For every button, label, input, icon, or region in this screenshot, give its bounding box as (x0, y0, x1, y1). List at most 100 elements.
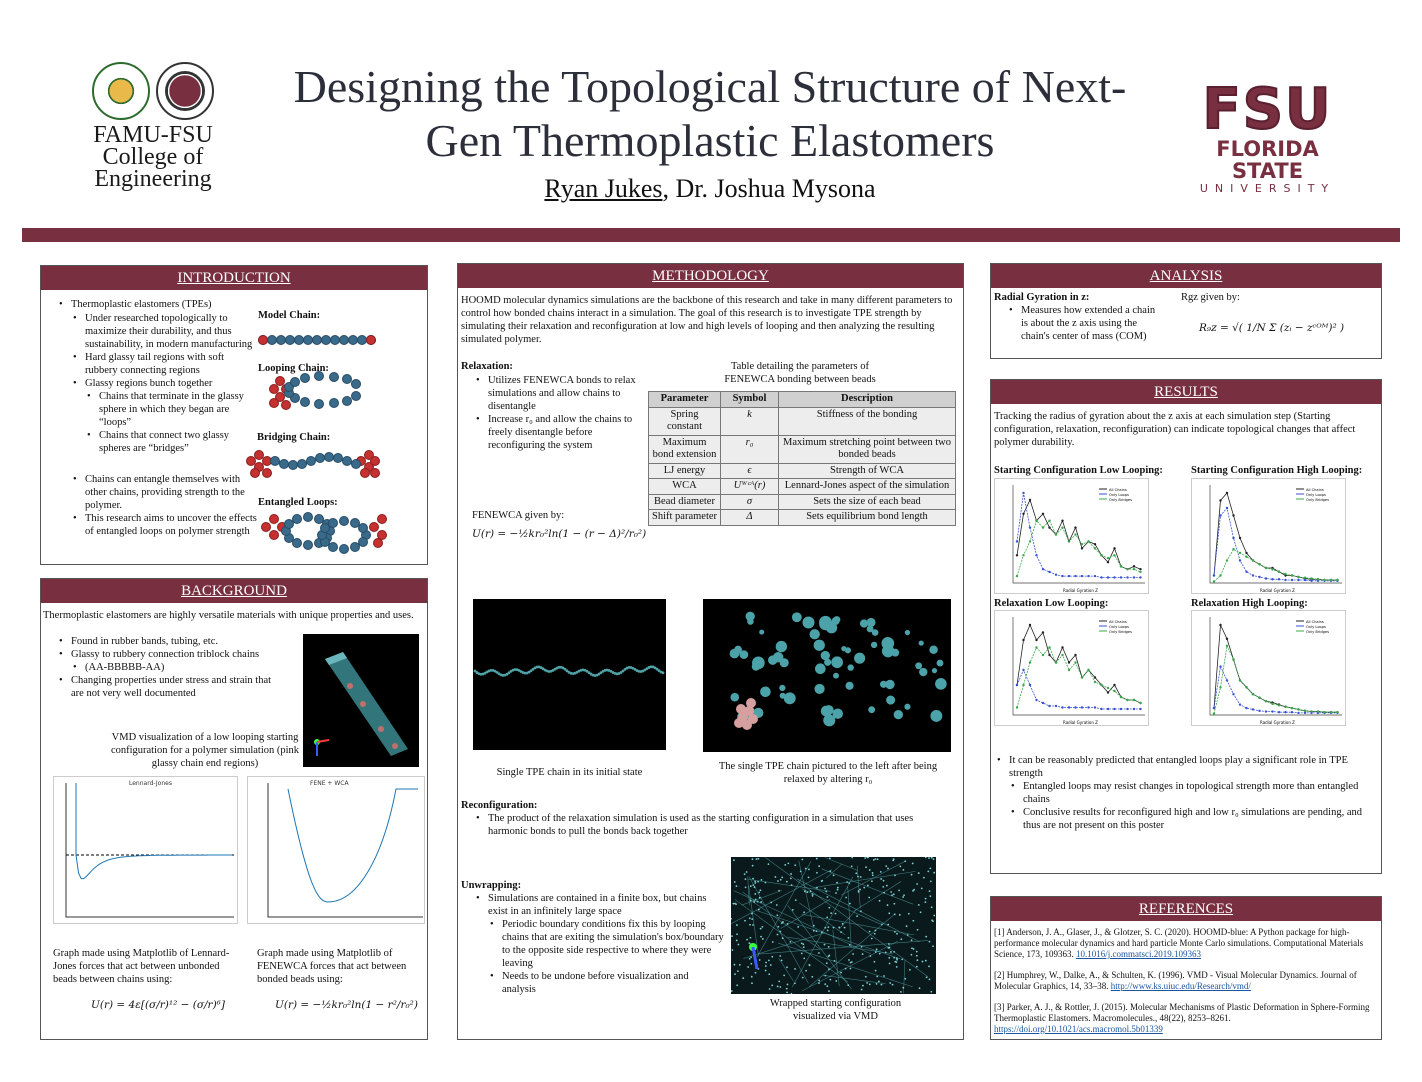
rubbery-bead (358, 537, 369, 547)
glassy-bead (281, 400, 291, 410)
vmd-low-looping-image (303, 634, 419, 767)
reference-2: [2] Humphrey, W., Dalke, A., & Schulten,… (994, 970, 1357, 991)
table-cell: Maximum bond extension (648, 434, 721, 464)
table-cell: ϵ (720, 462, 779, 479)
unwrapping-sub-bullet: Needs to be undone before visualization … (488, 970, 724, 996)
rubbery-bead (314, 398, 325, 409)
svg-text:All Chains: All Chains (1306, 620, 1324, 624)
rubbery-bead (283, 519, 294, 529)
background-heading: BACKGROUND (41, 579, 427, 603)
poster-authors: Ryan Jukes, Dr. Joshua Mysona (544, 174, 876, 203)
rubbery-bead (328, 398, 339, 409)
table-cell: Uᵂᶜᴬ(r) (720, 478, 779, 495)
table-cell: Bead diameter (648, 493, 721, 510)
table-header: Symbol (720, 391, 779, 408)
rubbery-bead (289, 376, 300, 387)
glassy-bead (269, 514, 279, 524)
table-cell: r₀ (720, 434, 779, 464)
intro-bullet: Thermoplastic elastomers (TPEs) Under re… (57, 298, 257, 455)
rubbery-bead (300, 373, 311, 384)
wrapped-config-image (730, 856, 936, 995)
svg-text:Only Loops: Only Loops (1306, 625, 1326, 629)
background-bullet: Changing properties under stress and str… (57, 674, 277, 700)
table-header: Parameter (648, 391, 721, 408)
svg-text:Radial Gyration Z: Radial Gyration Z (1260, 720, 1295, 725)
model-chain-diagram (258, 335, 378, 347)
fene-equation: U(r) = −½kr₀²ln(1 − r²/r₀²) (275, 999, 418, 1011)
rubbery-bead (328, 371, 339, 382)
fene-wca-graph: FENE + WCA (247, 776, 425, 924)
glassy-bead (269, 530, 279, 540)
rubbery-bead (350, 542, 360, 553)
background-bullet: Glassy to rubbery connection triblock ch… (57, 648, 277, 674)
glassy-bead (262, 468, 272, 478)
table-cell: k (720, 406, 779, 436)
glassy-bead (377, 514, 387, 524)
lj-graph-caption: Graph made using Matplotlib of Lennard-J… (53, 948, 230, 985)
glassy-bead (366, 335, 376, 345)
table-row: Maximum bond extension r₀ Maximum stretchi… (648, 434, 956, 464)
poster-title: Designing the Topological Structure of N… (293, 61, 1127, 166)
looping-chain-diagram (269, 371, 379, 416)
reference-1-link[interactable]: 10.1016/j.commatsci.2019.109363 (1075, 949, 1201, 959)
college-name: FAMU-FSU College of Engineering (93, 122, 213, 192)
rgz-equation: R₉ᴢ = √( 1/N Σ (zᵢ − zᶜᴼᴹ)² ) (1199, 322, 1345, 334)
fsu-seal-icon (156, 62, 214, 120)
label-bridging-chain: Bridging Chain: (257, 432, 331, 443)
wrapped-config-caption: Wrapped starting configuration visualize… (769, 998, 902, 1022)
initial-chain-caption: Single TPE chain in its initial state (496, 767, 643, 778)
table-cell: Sets the size of each bead (778, 493, 956, 510)
label-looping-chain: Looping Chain: (258, 363, 329, 374)
rubbery-bead (283, 382, 294, 393)
reference-2-link[interactable]: http://www.ks.uiuc.edu/Research/vmd/ (1110, 981, 1251, 991)
glassy-bead (261, 522, 271, 532)
header-divider (22, 228, 1400, 242)
rg-graph-relax-high: All Chains Only Loops Only Bridges Radial G… (1191, 610, 1346, 726)
parameter-table: Parameter Symbol Description Spring cons… (648, 391, 956, 526)
glassy-bead (246, 456, 256, 466)
reference-3: [3] Parker, A. J., & Rottler, J. (2015).… (994, 1002, 1370, 1034)
references-panel: REFERENCES [1] Anderson, J. A., Glaser, … (990, 896, 1382, 1040)
introduction-panel: INTRODUCTION Thermoplastic elastomers (T… (40, 265, 428, 565)
rubbery-bead (319, 523, 330, 533)
fenewca-equation: U(r) = −½kr₀²ln(1 − (r − Δ)²/r₀²) (472, 528, 647, 540)
rubbery-bead (314, 513, 324, 524)
glassy-bead (258, 335, 268, 345)
graph-title-start-high: Starting Configuration High Looping: (1191, 465, 1363, 476)
rgz-label: Rgz given by: (1181, 292, 1240, 303)
svg-text:All Chains: All Chains (1109, 620, 1127, 624)
relaxation-bullet: Increase r₀ and allow the chains to free… (474, 413, 639, 452)
glassy-bead (269, 398, 279, 408)
intro-sub-bullet: Hard glassy tail regions with soft rubbe… (71, 351, 257, 377)
bridging-chain-diagram (246, 450, 381, 480)
reconfiguration-bullet: The product of the relaxation simulation… (474, 812, 954, 838)
fenewca-label: FENEWCA given by: (472, 510, 565, 521)
svg-text:Only Loops: Only Loops (1306, 493, 1326, 497)
rubbery-bead (358, 523, 369, 533)
intro-sub-bullet: Glassy regions bunch together Chains tha… (71, 377, 257, 455)
svg-text:Only Bridges: Only Bridges (1109, 498, 1132, 502)
reference-1: [1] Anderson, J. A., Glaser, J., & Glotz… (994, 927, 1364, 959)
table-caption: Table detailing the parameters of FENEWC… (724, 361, 876, 385)
svg-text:Lennard-Jones: Lennard-Jones (129, 780, 172, 787)
background-bullet: Found in rubber bands, tubing, etc. (57, 635, 277, 648)
fene-graph-caption: Graph made using Matplotlib of FENEWCA f… (257, 948, 407, 985)
table-row: Spring constant k Stiffness of the bonding (648, 406, 956, 436)
relaxation-heading: Relaxation: (461, 361, 513, 372)
rubbery-bead (339, 544, 349, 554)
rubbery-bead (351, 378, 362, 389)
graph-title-relax-high: Relaxation High Looping: (1191, 598, 1308, 609)
table-row: Shift parameter Δ Sets equilibrium bond le… (648, 509, 956, 526)
table-cell: Shift parameter (648, 509, 721, 526)
graph-title-relax-low: Relaxation Low Looping: (994, 598, 1109, 609)
entangled-loops-diagram (261, 510, 391, 555)
reference-3-link[interactable]: https://doi.org/10.1021/acs.macromol.5b0… (994, 1024, 1163, 1034)
unwrapping-heading: Unwrapping: (461, 880, 522, 891)
relaxed-chain-caption: The single TPE chain pictured to the lef… (718, 761, 938, 785)
methodology-heading: METHODOLOGY (458, 264, 963, 288)
rubbery-bead (350, 517, 360, 528)
single-chain-initial-image (473, 599, 666, 750)
results-sub-bullet: Conclusive results for reconfigured high… (1009, 806, 1379, 832)
table-cell: LJ energy (648, 462, 721, 479)
radial-gyration-heading: Radial Gyration in z: (994, 292, 1090, 303)
